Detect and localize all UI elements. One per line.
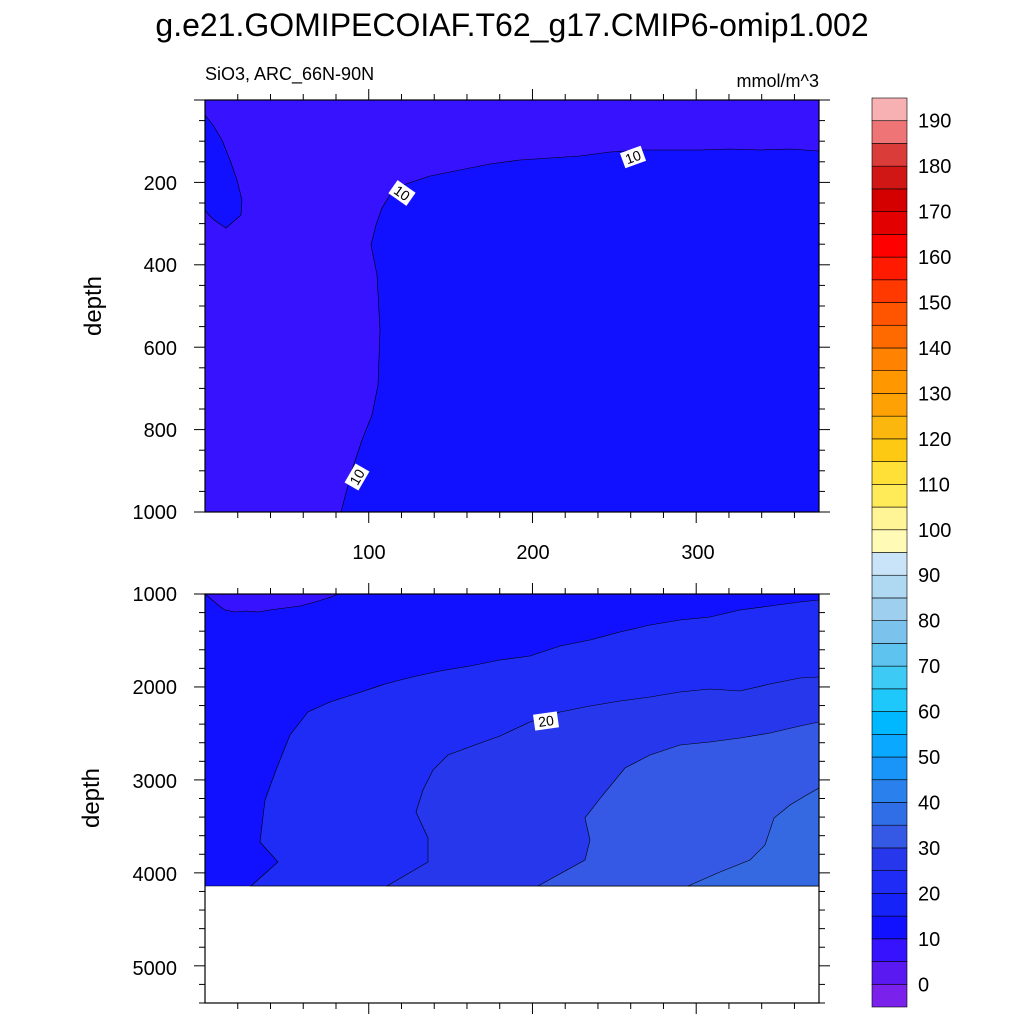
lower-region-30-35 (537, 721, 819, 887)
colorbar-swatch (871, 756, 908, 781)
xtick-300: 300 (681, 542, 714, 564)
colorbar-label: 160 (918, 247, 951, 269)
colorbar-label: 150 (918, 293, 951, 315)
colorbar-swatch (871, 802, 908, 826)
xtick-100: 100 (352, 542, 385, 564)
lower-ytick-4000: 4000 (133, 864, 178, 886)
colorbar-swatch (871, 143, 908, 167)
colorbar-swatch (871, 847, 908, 871)
colorbar-swatch (871, 870, 908, 894)
units-subtitle: mmol/m^3 (737, 71, 819, 91)
colorbar-label: 30 (918, 838, 940, 860)
colorbar-swatch (871, 415, 908, 440)
upper-ytick-400: 400 (144, 255, 177, 277)
colorbar-label: 90 (918, 565, 940, 587)
colorbar-label: 70 (918, 656, 940, 678)
upper-y-axis-label: depth (80, 276, 107, 336)
colorbar-label: 140 (918, 338, 951, 360)
variable-region-subtitle: SiO3, ARC_66N-90N (205, 64, 374, 85)
colorbar-swatch (871, 370, 908, 394)
upper-region-10-15 (340, 148, 819, 512)
colorbar-swatch (871, 279, 908, 303)
colorbar-swatch (871, 552, 908, 576)
colorbar-swatch (871, 393, 908, 417)
colorbar-swatch (871, 256, 908, 281)
colorbar-label: 0 (918, 974, 929, 996)
colorbar-swatch (871, 506, 908, 531)
lower-contour-label-1: 20 (533, 711, 559, 731)
colorbar-swatch (871, 961, 908, 985)
lower-region-35-40 (687, 787, 819, 887)
upper-depth-panel: 10 10 10 200 400 600 800 1000 100 200 30… (80, 89, 830, 564)
colorbar-swatch (871, 824, 908, 849)
lower-ytick-2000: 2000 (133, 677, 178, 699)
lower-depth-panel: 20 1000 2000 3000 4000 5000 depth (78, 583, 830, 1014)
colorbar-label: 130 (918, 383, 951, 405)
colorbar-swatch (871, 165, 908, 190)
upper-contour-label-2: 10 (619, 145, 647, 169)
colorbar-label: 80 (918, 611, 940, 633)
colorbar-swatch (871, 211, 908, 235)
colorbar-swatch (871, 347, 908, 372)
lower-y-axis-label: depth (78, 768, 105, 828)
colorbar-swatch (871, 574, 908, 599)
colorbar-swatch (871, 188, 908, 212)
upper-ytick-800: 800 (144, 420, 177, 442)
lower-ytick-1000: 1000 (133, 584, 178, 606)
colorbar-label: 10 (918, 929, 940, 951)
colorbar-label: 180 (918, 156, 951, 178)
colorbar-swatch (871, 983, 908, 1008)
colorbar-swatch (871, 234, 908, 258)
colorbar-swatch (871, 597, 908, 621)
upper-contour-label-3: 10 (344, 463, 370, 491)
colorbar-swatch (871, 438, 908, 462)
colorbar-label: 40 (918, 792, 940, 814)
colorbar-swatch (871, 893, 908, 917)
colorbar-swatch (871, 711, 908, 735)
upper-contour-label-1: 10 (388, 180, 416, 206)
colorbar-label: 60 (918, 702, 940, 724)
colorbar-label: 190 (918, 111, 951, 133)
colorbar-swatch (871, 915, 908, 940)
colorbar-swatch (871, 461, 908, 485)
colorbar-swatch (871, 324, 908, 349)
colorbar-swatch (871, 938, 908, 962)
lower-ytick-5000: 5000 (133, 958, 178, 980)
colorbar: 0 10 20 30 40 50 60 70 80 90 100 110 120 130 140 150 160… (871, 97, 951, 1008)
colorbar-swatch (871, 643, 908, 667)
lower-region-5-10 (205, 594, 340, 613)
colorbar-label: 170 (918, 202, 951, 224)
colorbar-label: 110 (918, 474, 950, 496)
colorbar-swatch (871, 620, 908, 644)
colorbar-swatch (871, 665, 908, 690)
svg-text:10: 10 (346, 466, 368, 488)
colorbar-swatch (871, 733, 908, 758)
colorbar-swatch (871, 97, 908, 122)
colorbar-swatch (871, 302, 908, 326)
svg-text:10: 10 (623, 147, 643, 167)
xtick-200: 200 (516, 542, 549, 564)
upper-tick-marks (194, 89, 830, 523)
colorbar-swatch (871, 529, 908, 553)
upper-pocket-10-15 (205, 114, 243, 229)
svg-text:20: 20 (537, 712, 555, 730)
colorbar-swatch (871, 779, 908, 803)
colorbar-label: 120 (918, 429, 951, 451)
lower-tick-marks (194, 583, 830, 1014)
colorbar-swatch (871, 688, 908, 712)
colorbar-label: 100 (918, 520, 951, 542)
upper-ytick-200: 200 (144, 173, 177, 195)
upper-ytick-600: 600 (144, 338, 177, 360)
figure-title: g.e21.GOMIPECOIAF.T62_g17.CMIP6-omip1.00… (155, 7, 868, 43)
upper-ytick-1000: 1000 (133, 502, 178, 524)
lower-ytick-3000: 3000 (133, 771, 178, 793)
colorbar-label: 20 (918, 883, 940, 905)
colorbar-label: 50 (918, 747, 940, 769)
colorbar-swatch (871, 484, 908, 508)
colorbar-swatch (871, 120, 908, 144)
